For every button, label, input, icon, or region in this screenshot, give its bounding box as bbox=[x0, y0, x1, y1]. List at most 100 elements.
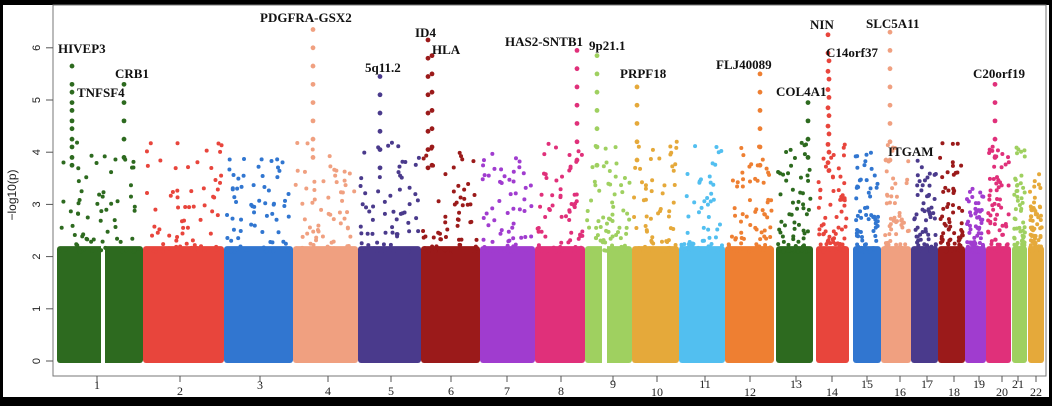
scatter-point bbox=[836, 246, 841, 251]
scatter-point bbox=[612, 192, 617, 197]
snp-point-9p21.1 bbox=[594, 162, 600, 168]
snp-point-slc5a11 bbox=[887, 139, 893, 145]
y-tick-label: 3 bbox=[31, 201, 43, 207]
scatter-point bbox=[696, 210, 701, 215]
scatter-point bbox=[950, 203, 955, 208]
scatter-point bbox=[536, 226, 541, 231]
scatter-point bbox=[978, 236, 983, 241]
scatter-point bbox=[1003, 162, 1008, 167]
scatter-point bbox=[157, 227, 162, 232]
scatter-point bbox=[195, 160, 200, 165]
scatter-point bbox=[345, 210, 350, 215]
scatter-point bbox=[407, 202, 412, 207]
snp-point-pdgfra-gsx2 bbox=[310, 63, 316, 69]
scatter-point bbox=[673, 162, 678, 167]
scatter-point bbox=[331, 217, 336, 222]
scatter-point bbox=[567, 168, 572, 173]
scatter-point bbox=[915, 173, 920, 178]
scatter-point bbox=[388, 193, 393, 198]
scatter-point bbox=[930, 249, 935, 254]
scatter-point bbox=[481, 163, 486, 168]
scatter-point bbox=[817, 227, 822, 232]
scatter-point bbox=[1022, 154, 1027, 159]
scatter-point bbox=[1021, 249, 1026, 254]
scatter-point bbox=[883, 241, 888, 246]
scatter-point bbox=[283, 198, 288, 203]
y-tick-label: 6 bbox=[31, 45, 43, 51]
scatter-point bbox=[711, 197, 716, 202]
scatter-point bbox=[189, 245, 194, 250]
scatter-point bbox=[899, 222, 904, 227]
scatter-point bbox=[632, 195, 637, 200]
scatter-point bbox=[1006, 155, 1011, 160]
scatter-point bbox=[833, 231, 838, 236]
scatter-point bbox=[328, 212, 333, 217]
scatter-point bbox=[513, 156, 518, 161]
scatter-point bbox=[610, 243, 615, 248]
scatter-point bbox=[778, 171, 783, 176]
scatter-point bbox=[821, 249, 826, 254]
scatter-point bbox=[862, 249, 867, 254]
scatter-point bbox=[610, 200, 615, 205]
snp-point-has2-sntb1 bbox=[574, 139, 580, 145]
scatter-point bbox=[458, 195, 463, 200]
chromosome-19-block bbox=[965, 246, 986, 363]
scatter-point bbox=[158, 158, 163, 163]
scatter-point bbox=[905, 229, 910, 234]
scatter-point bbox=[395, 249, 400, 254]
scatter-point bbox=[841, 248, 846, 253]
scatter-point bbox=[187, 205, 192, 210]
scatter-point bbox=[641, 198, 646, 203]
scatter-point bbox=[974, 209, 979, 214]
scatter-point bbox=[517, 159, 522, 164]
scatter-point bbox=[674, 139, 679, 144]
scatter-point bbox=[921, 249, 926, 254]
scatter-point bbox=[1028, 243, 1033, 248]
scatter-point bbox=[97, 192, 102, 197]
scatter-point bbox=[472, 192, 477, 197]
scatter-point bbox=[999, 205, 1004, 210]
scatter-point bbox=[382, 199, 387, 204]
scatter-point bbox=[619, 244, 624, 249]
scatter-point bbox=[132, 204, 137, 209]
scatter-point bbox=[201, 186, 206, 191]
snp-point-slc5a11 bbox=[887, 84, 893, 90]
scatter-point bbox=[611, 204, 616, 209]
snp-point-col4a1 bbox=[805, 100, 811, 106]
scatter-point bbox=[215, 187, 220, 192]
scatter-point bbox=[1020, 200, 1025, 205]
scatter-point bbox=[762, 228, 767, 233]
scatter-point bbox=[831, 240, 836, 245]
scatter-point bbox=[1021, 220, 1026, 225]
scatter-point bbox=[978, 217, 983, 222]
scatter-point bbox=[342, 178, 347, 183]
scatter-point bbox=[976, 231, 981, 236]
snp-point-c14orf37 bbox=[826, 131, 832, 137]
scatter-point bbox=[1038, 218, 1043, 223]
scatter-point bbox=[1033, 212, 1038, 217]
y-tick-label: 2 bbox=[31, 254, 43, 260]
scatter-point bbox=[328, 164, 333, 169]
scatter-point bbox=[76, 201, 81, 206]
scatter-point bbox=[790, 187, 795, 192]
scatter-point bbox=[920, 229, 925, 234]
scatter-point bbox=[788, 147, 793, 152]
scatter-point bbox=[926, 208, 931, 213]
scatter-point bbox=[741, 177, 746, 182]
scatter-point bbox=[528, 183, 533, 188]
scatter-point bbox=[567, 218, 572, 223]
scatter-point bbox=[945, 241, 950, 246]
scatter-point bbox=[999, 165, 1004, 170]
scatter-point bbox=[798, 175, 803, 180]
scatter-point bbox=[709, 191, 714, 196]
scatter-point bbox=[590, 165, 595, 170]
scatter-point bbox=[229, 249, 234, 254]
scatter-point bbox=[413, 192, 418, 197]
scatter-point bbox=[706, 227, 711, 232]
scatter-point bbox=[1035, 222, 1040, 227]
scatter-point bbox=[973, 224, 978, 229]
scatter-point bbox=[505, 248, 510, 253]
scatter-point bbox=[747, 198, 752, 203]
scatter-point bbox=[218, 149, 223, 154]
